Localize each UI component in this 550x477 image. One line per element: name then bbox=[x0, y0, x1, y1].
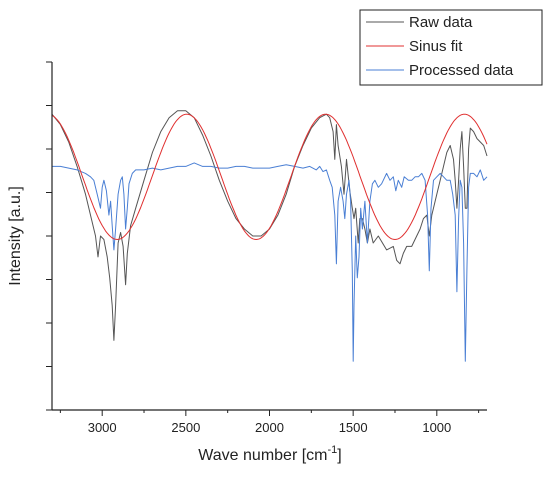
x-tick-label: 1000 bbox=[422, 420, 451, 435]
y-axis-title: Intensity [a.u.] bbox=[7, 186, 24, 286]
legend-label-sinus: Sinus fit bbox=[409, 38, 463, 55]
x-tick-label: 3000 bbox=[88, 420, 117, 435]
y-ticks bbox=[46, 61, 52, 411]
raw-data-line bbox=[51, 110, 488, 341]
x-tick-label: 2500 bbox=[171, 420, 200, 435]
sinus-fit-line bbox=[51, 113, 488, 240]
x-tick-label: 2000 bbox=[255, 420, 284, 435]
processed-data-line bbox=[52, 162, 488, 362]
legend: Raw data Sinus fit Processed data bbox=[359, 9, 543, 86]
axes-layer bbox=[51, 62, 487, 411]
x-tick-label: 1500 bbox=[339, 420, 368, 435]
series-layer bbox=[51, 110, 488, 362]
x-ticks: 3000 2500 2000 1500 1000 bbox=[59, 410, 480, 435]
legend-label-processed: Processed data bbox=[409, 62, 514, 79]
x-axis-title: Wave number [cm-1] bbox=[198, 444, 341, 464]
legend-label-raw: Raw data bbox=[409, 14, 473, 31]
